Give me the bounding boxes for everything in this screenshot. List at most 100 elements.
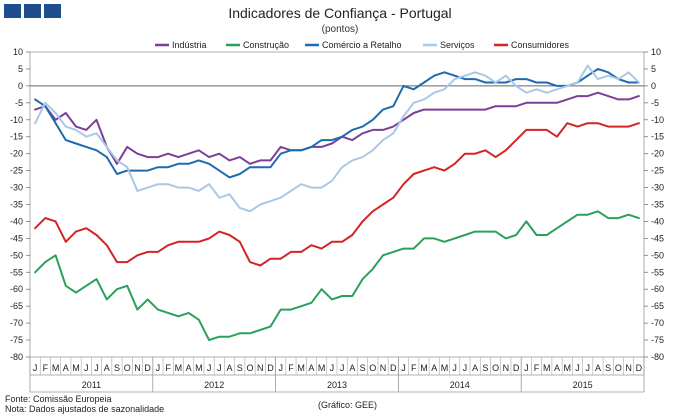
month-label: F xyxy=(165,363,171,373)
seasonal-note: Nota: Dados ajustados de sazonalidade xyxy=(5,404,165,414)
y-tick-label-left: -25 xyxy=(10,166,23,176)
y-tick-label-right: -65 xyxy=(651,301,664,311)
month-label: A xyxy=(63,363,69,373)
month-label: M xyxy=(72,363,80,373)
y-tick-label-right: -5 xyxy=(651,98,659,108)
y-tick-label-right: -40 xyxy=(651,216,664,226)
y-tick-label-left: -45 xyxy=(10,233,23,243)
month-label: J xyxy=(84,363,89,373)
year-label: 2011 xyxy=(82,380,101,390)
month-label: M xyxy=(52,363,60,373)
month-label: S xyxy=(605,363,611,373)
month-label: J xyxy=(452,363,457,373)
y-tick-label-left: -20 xyxy=(10,149,23,159)
month-label: A xyxy=(554,363,560,373)
y-tick-label-right: -20 xyxy=(651,149,664,159)
series-line xyxy=(34,210,640,342)
y-tick-label-left: -65 xyxy=(10,301,23,311)
month-label: D xyxy=(636,363,643,373)
y-tick-label-left: -75 xyxy=(10,335,23,345)
legend-label: Consumidores xyxy=(511,40,570,50)
credit-note: (Gráfico: GEE) xyxy=(318,400,378,410)
month-label: N xyxy=(380,363,387,373)
legend-label: Comércio a Retalho xyxy=(322,40,402,50)
month-label: M xyxy=(318,363,326,373)
year-label: 2015 xyxy=(573,380,593,390)
month-label: M xyxy=(564,363,572,373)
month-label: J xyxy=(401,363,406,373)
month-label: O xyxy=(247,363,254,373)
month-label: S xyxy=(360,363,366,373)
month-label: A xyxy=(472,363,478,373)
y-tick-label-right: -35 xyxy=(651,200,664,210)
series-line xyxy=(34,122,640,267)
month-label: A xyxy=(349,363,355,373)
series-line xyxy=(34,64,640,213)
legend-label: Construção xyxy=(243,40,289,50)
month-label: F xyxy=(288,363,294,373)
month-label: A xyxy=(595,363,601,373)
month-label: S xyxy=(237,363,243,373)
y-tick-label-left: -70 xyxy=(10,318,23,328)
legend-label: Indústria xyxy=(172,40,207,50)
month-label: J xyxy=(207,363,212,373)
y-tick-label-right: -45 xyxy=(651,233,664,243)
month-label: A xyxy=(186,363,192,373)
y-tick-label-left: -60 xyxy=(10,284,23,294)
y-tick-label-left: -15 xyxy=(10,132,23,142)
month-label: O xyxy=(615,363,622,373)
month-label: D xyxy=(267,363,274,373)
year-label: 2013 xyxy=(327,380,347,390)
y-tick-label-left: -80 xyxy=(10,352,23,362)
y-tick-label-right: -75 xyxy=(651,335,664,345)
month-label: F xyxy=(43,363,49,373)
y-tick-label-left: -5 xyxy=(15,98,23,108)
month-label: N xyxy=(134,363,141,373)
month-label: M xyxy=(297,363,305,373)
y-tick-label-right: 0 xyxy=(651,81,656,91)
month-label: O xyxy=(369,363,376,373)
y-tick-label-right: -80 xyxy=(651,352,664,362)
chart-subtitle: (pontos) xyxy=(321,24,359,35)
month-label: D xyxy=(144,363,151,373)
month-label: J xyxy=(585,363,590,373)
month-label: A xyxy=(227,363,233,373)
y-tick-label-left: 5 xyxy=(18,64,23,74)
month-label: D xyxy=(513,363,520,373)
y-tick-label-left: -35 xyxy=(10,200,23,210)
y-tick-label-left: -30 xyxy=(10,183,23,193)
logo-square xyxy=(4,4,21,18)
y-tick-label-left: 10 xyxy=(13,47,23,57)
y-tick-label-right: -70 xyxy=(651,318,664,328)
month-label: M xyxy=(543,363,551,373)
y-tick-label-right: 10 xyxy=(651,47,661,57)
month-label: S xyxy=(114,363,120,373)
y-tick-label-right: -50 xyxy=(651,250,664,260)
month-label: M xyxy=(441,363,449,373)
month-label: N xyxy=(503,363,510,373)
logo-square xyxy=(24,4,41,18)
month-label: A xyxy=(308,363,314,373)
month-label: O xyxy=(124,363,131,373)
logo-square xyxy=(44,4,61,18)
month-label: N xyxy=(257,363,264,373)
gee-logo xyxy=(4,4,61,18)
month-label: J xyxy=(575,363,580,373)
y-tick-label-right: -30 xyxy=(651,183,664,193)
month-label: J xyxy=(278,363,283,373)
y-tick-label-right: -25 xyxy=(651,166,664,176)
month-label: N xyxy=(625,363,632,373)
month-label: F xyxy=(534,363,540,373)
month-label: O xyxy=(492,363,499,373)
y-tick-label-left: -50 xyxy=(10,250,23,260)
y-tick-label-left: -55 xyxy=(10,267,23,277)
month-label: J xyxy=(94,363,99,373)
month-label: J xyxy=(33,363,38,373)
month-label: D xyxy=(390,363,397,373)
legend-label: Serviços xyxy=(440,40,475,50)
y-tick-label-left: -40 xyxy=(10,216,23,226)
month-label: M xyxy=(195,363,203,373)
month-label: F xyxy=(411,363,417,373)
y-tick-label-left: 0 xyxy=(18,81,23,91)
